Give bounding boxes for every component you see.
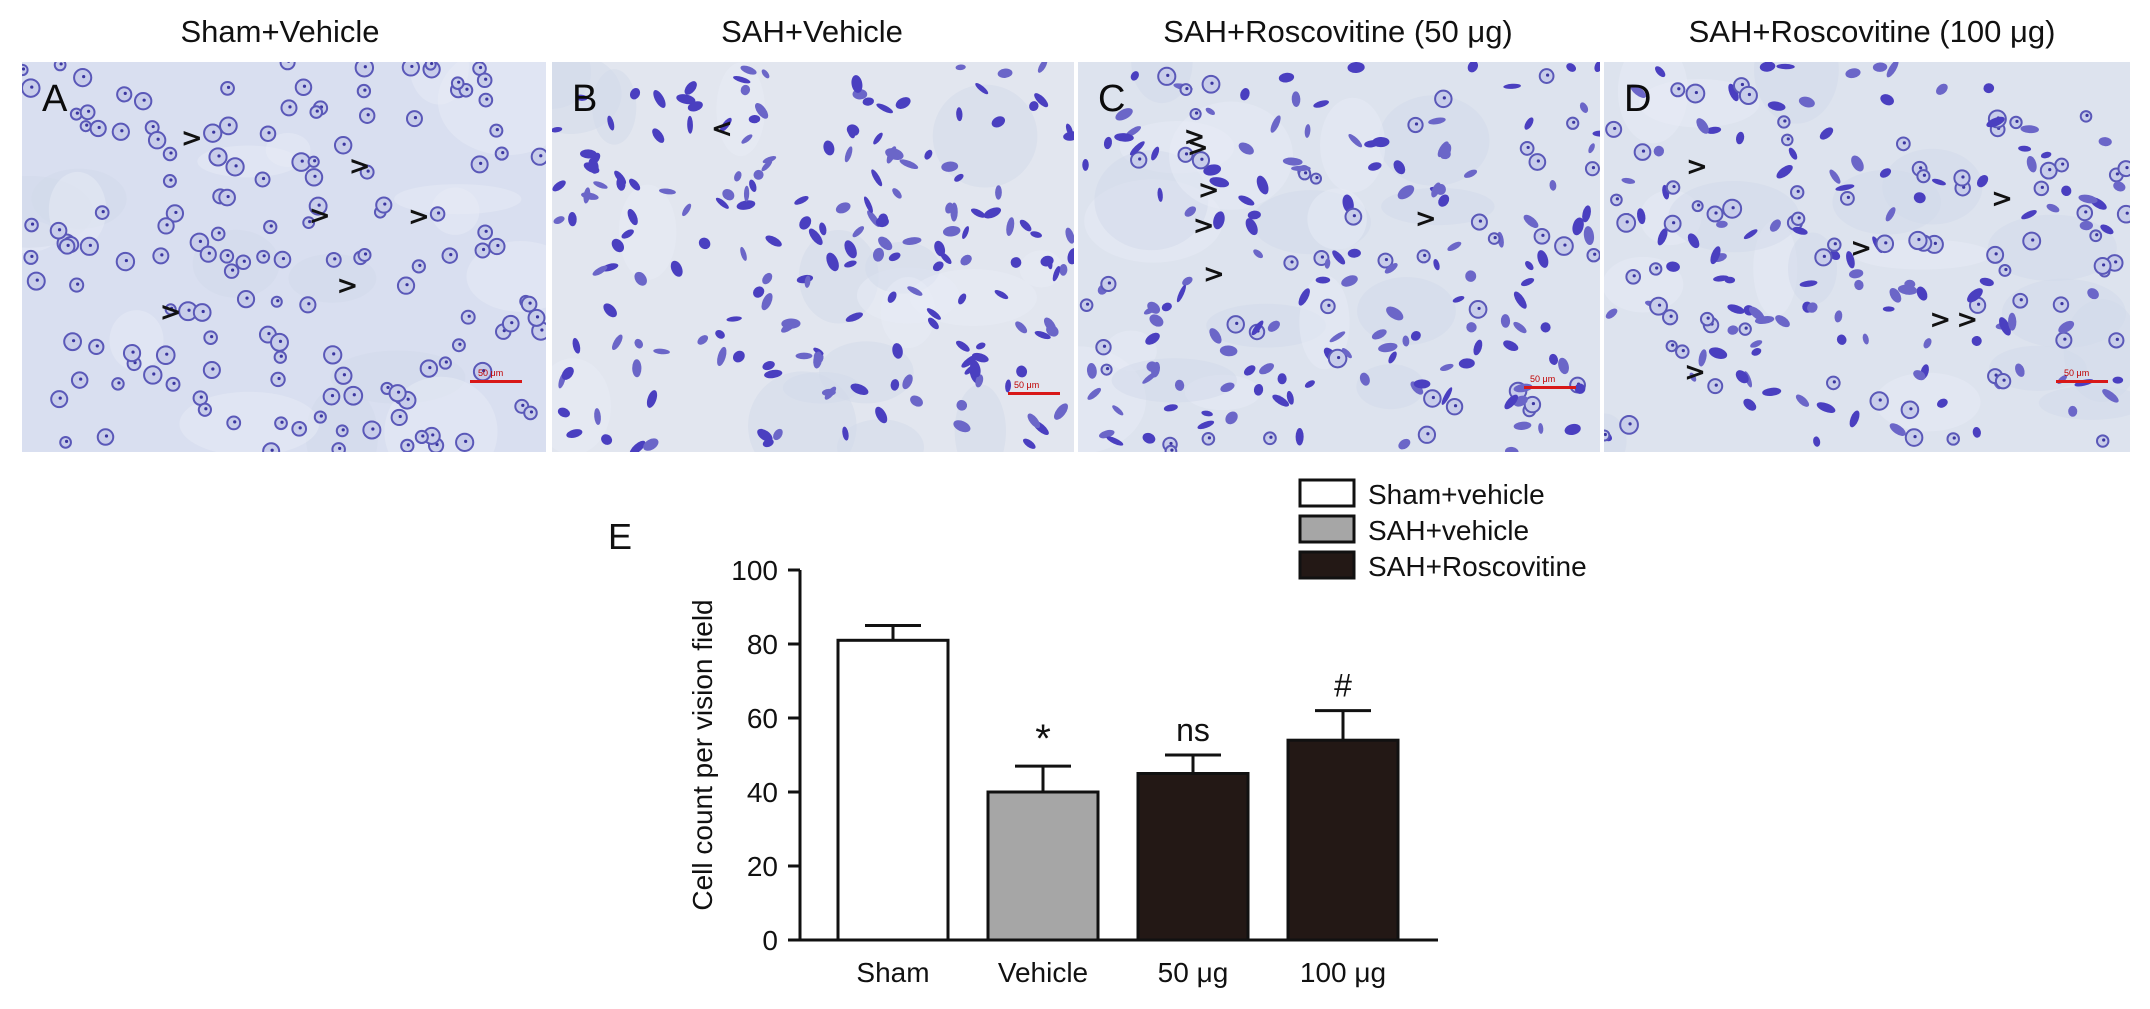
bar-chart: 0 20 40 60 80 100 Cell count per vision field S…	[687, 478, 1587, 988]
svg-text:>: >	[1684, 357, 1706, 387]
significance-label: #	[1334, 668, 1352, 704]
y-tick-label: 0	[762, 925, 778, 956]
legend-label: SAH+Roscovitine	[1368, 551, 1587, 582]
panel-title-a: Sham+Vehicle	[180, 14, 380, 49]
y-tick-label: 40	[747, 777, 778, 808]
legend-swatch	[1298, 478, 1356, 508]
svg-text:>: >	[309, 201, 331, 231]
svg-text:>: >	[1956, 305, 1978, 335]
scale-bar-d	[2056, 380, 2108, 383]
panel-letter-d: D	[1624, 78, 1652, 120]
micrograph-c-cells: >>>>>>	[1078, 62, 1600, 452]
svg-text:>: >	[1184, 122, 1206, 152]
micrograph-a-cells: > > > > > >	[22, 62, 546, 452]
svg-text:>: >	[1415, 204, 1437, 234]
significance-label: ns	[1176, 712, 1210, 748]
x-tick-label: 50 μg	[1158, 957, 1229, 988]
panel-letter-c: C	[1098, 78, 1126, 120]
scale-bar-label-c: 50 μm	[1530, 374, 1556, 384]
svg-text:>: >	[1187, 133, 1209, 163]
panel-title-b: SAH+Vehicle	[721, 14, 903, 49]
scale-bar-c	[1524, 386, 1576, 389]
bar	[836, 638, 950, 942]
micrograph-panel-a: > > > > > > A 50 μm	[22, 62, 546, 452]
panel-title-c: SAH+Roscovitine (50 μg)	[1163, 14, 1513, 49]
svg-text:>: >	[1198, 175, 1220, 205]
svg-text:>: >	[1850, 234, 1872, 264]
chart-letter: E	[608, 516, 633, 557]
x-tick-label: Sham	[856, 957, 929, 988]
legend-label: Sham+vehicle	[1368, 479, 1545, 510]
x-tick-label: Vehicle	[998, 957, 1088, 988]
scale-bar-label-d: 50 μm	[2064, 368, 2090, 378]
micrograph-panel-c: > > > > > > C 50 μm	[1078, 62, 1600, 452]
svg-text:>: >	[1203, 259, 1225, 289]
scale-bar-label-a: 50 μm	[478, 368, 504, 378]
micrograph-panel-d: > > > > > > D 50 μm	[1604, 62, 2130, 452]
y-tick-label: 100	[731, 555, 778, 586]
y-tick-label: 60	[747, 703, 778, 734]
panel-letter-b: B	[572, 78, 598, 120]
micrograph-panel-b: < B 50 μm	[552, 62, 1074, 452]
svg-text:>: >	[1686, 152, 1708, 182]
svg-text:>: >	[408, 202, 430, 232]
y-tick-label: 20	[747, 851, 778, 882]
svg-text:>: >	[181, 124, 203, 154]
y-axis-label: Cell count per vision field	[687, 599, 718, 910]
bar	[1286, 738, 1400, 942]
scale-bar-b	[1008, 392, 1060, 395]
svg-text:>: >	[1193, 211, 1215, 241]
svg-text:>: >	[337, 271, 359, 301]
scale-bar-label-b: 50 μm	[1014, 380, 1040, 390]
svg-text:>: >	[1929, 305, 1951, 335]
significance-label: *	[1035, 717, 1051, 761]
legend-swatch	[1298, 550, 1356, 580]
svg-text:>: >	[160, 297, 182, 327]
legend-label: SAH+vehicle	[1368, 515, 1529, 546]
bar	[986, 790, 1100, 942]
svg-text:>: >	[1991, 184, 2013, 214]
y-tick-label: 80	[747, 629, 778, 660]
svg-text:>: >	[349, 151, 371, 181]
scale-bar-a	[470, 380, 522, 383]
micrograph-d-cells: >>>>>>	[1604, 62, 2130, 452]
bar	[1136, 772, 1250, 942]
x-tick-label: 100 μg	[1300, 957, 1386, 988]
legend-swatch	[1298, 514, 1356, 544]
svg-text:<: <	[711, 114, 733, 144]
panel-title-d: SAH+Roscovitine (100 μg)	[1688, 14, 2056, 49]
micrograph-b-cells: <	[552, 62, 1074, 452]
panel-letter-a: A	[42, 78, 68, 120]
